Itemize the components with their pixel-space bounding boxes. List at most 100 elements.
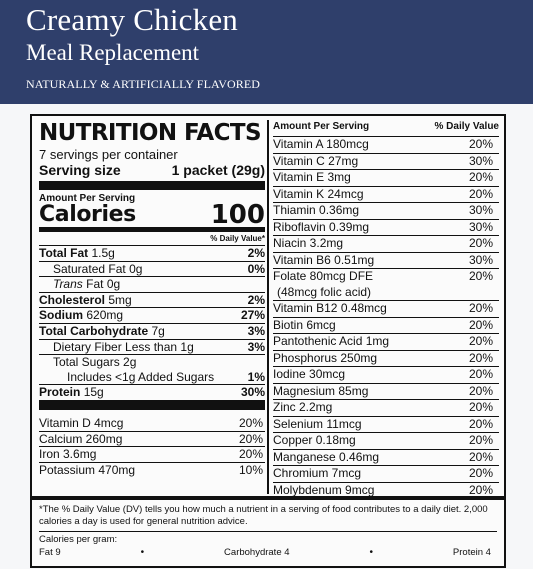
nutrient-amount: Fat 0g (86, 277, 121, 292)
micronutrient-row: Magnesium 85mg 20% (273, 383, 499, 400)
vitamin-row: Calcium 260mg 20% (39, 432, 265, 448)
micronutrient-row: Niacin 3.2mg 20% (273, 236, 499, 253)
micronutrient-pct: 30% (468, 203, 493, 217)
nutrient-row: Trans Fat 0g (39, 277, 265, 293)
vitamin-pct: 20% (238, 431, 263, 446)
micronutrient-label-group: Molybdenum 9mcg (273, 483, 374, 499)
micronutrient-label-group: Folate 80mcg DFE (48mcg folic acid) (273, 269, 373, 300)
nutrient-pct: 2% (247, 292, 265, 307)
micronutrient-row: Riboflavin 0.39mg 30% (273, 220, 499, 236)
vitamin-label: Calcium 260mg (39, 431, 123, 446)
micronutrient-pct: 20% (468, 186, 493, 201)
nutrient-label: Saturated Fat (53, 261, 126, 276)
micronutrient-pct: 20% (468, 383, 493, 398)
nutrient-amount: 7g (151, 323, 165, 338)
micronutrient-label: Chromium 7mcg (273, 466, 362, 480)
micronutrient-row: Vitamin E 3mg 20% (273, 170, 499, 187)
amount-per-serving: Amount Per Serving (39, 193, 136, 204)
calories-label: Calories (39, 202, 136, 227)
micronutrient-pct: 20% (468, 482, 493, 497)
micronutrient-label: Molybdenum 9mcg (273, 482, 375, 497)
micronutrient-pct: 20% (468, 170, 493, 184)
serving-size-value: 1 packet (29g) (171, 162, 265, 178)
micronutrient-label-group: Phosphorus 250mg (273, 351, 377, 367)
micronutrient-label-group: Vitamin B6 0.51mg (273, 253, 374, 269)
micronutrient-pct: 20% (468, 236, 493, 250)
micronutrient-label: Thiamin 0.36mg (273, 203, 360, 217)
nutrient-amount: 620mg (86, 308, 124, 323)
calories-per-gram-row: Fat 9 • Carbohydrate 4 • Protein 4 (39, 546, 497, 560)
bullet-icon: • (140, 547, 145, 558)
micronutrient-row: Vitamin B6 0.51mg 30% (273, 253, 499, 269)
nutrient-row: Total Carbohydrate 7g 3% (39, 324, 265, 340)
micronutrient-label: Biotin 6mcg (273, 317, 336, 332)
facts-right-column: Amount Per Serving % Daily Value Vitamin… (273, 120, 499, 499)
micronutrient-pct: 20% (468, 400, 493, 414)
micronutrient-label: Zinc 2.2mg (273, 400, 333, 414)
micronutrient-label-group: Manganese 0.46mg (273, 450, 379, 466)
divider-thick (39, 181, 265, 190)
right-header: Amount Per Serving % Daily Value (273, 120, 499, 137)
nutrient-label: Trans (53, 277, 83, 292)
micronutrient-label-group: Magnesium 85mg (273, 384, 368, 400)
nutrient-amount: 5mg (108, 292, 132, 307)
facts-title: NUTRITION FACTS (39, 120, 262, 146)
nutrient-row: Cholesterol 5mg 2% (39, 293, 265, 309)
daily-value-footnote: *The % Daily Value (DV) tells you how mu… (39, 504, 488, 527)
protein-calories: Protein 4 (452, 547, 491, 558)
micronutrient-label: Folate 80mcg DFE (273, 269, 374, 283)
micronutrient-row: Copper 0.18mg 20% (273, 433, 499, 450)
nutrient-amount: 15g (83, 385, 104, 400)
nutrient-pct: 30% (240, 385, 265, 400)
micronutrient-label: Vitamin B12 0.48mcg (273, 301, 387, 315)
nutrient-pct: 3% (247, 323, 265, 338)
daily-value-header: % Daily Value* (210, 234, 265, 243)
carb-calories: Carbohydrate 4 (224, 547, 290, 558)
micronutrient-label-group: Selenium 11mcg (273, 417, 362, 433)
nutrient-label: Total Sugars (53, 355, 120, 370)
nutrient-label: Cholesterol (39, 292, 106, 307)
bullet-icon: • (369, 547, 373, 558)
micronutrient-pct: 20% (468, 466, 493, 480)
micronutrient-label: Copper 0.18mg (273, 433, 356, 447)
nutrient-amount: 1g (180, 339, 194, 354)
micronutrient-label-group: Biotin 6mcg (273, 318, 336, 334)
micronutrient-label: Pantothenic Acid 1mg (273, 334, 390, 348)
micronutrient-label: Phosphorus 250mg (273, 350, 378, 365)
vitamin-label: Vitamin D 4mcg (39, 415, 124, 430)
micronutrient-label-group: Vitamin B12 0.48mcg (273, 301, 387, 317)
micronutrient-row: Vitamin A 180mcg 20% (273, 137, 499, 154)
nutrient-label: Protein (39, 385, 81, 400)
column-divider (267, 120, 269, 494)
nutrient-pct: 27% (240, 308, 265, 323)
nutrient-pct: 2% (247, 246, 265, 260)
micronutrient-label-group: Iodine 30mcg (273, 367, 345, 383)
micronutrient-label: Manganese 0.46mg (273, 449, 380, 464)
micronutrient-row: Iodine 30mcg 20% (273, 367, 499, 384)
micronutrient-row: Vitamin B12 0.48mcg 20% (273, 301, 499, 318)
footnote-section: *The % Daily Value (DV) tells you how mu… (32, 496, 504, 560)
micronutrient-pct: 20% (468, 301, 493, 315)
micronutrient-pct: 30% (468, 153, 493, 168)
nutrient-amount: 2g (123, 355, 137, 370)
micronutrient-row: Folate 80mcg DFE (48mcg folic acid) 20% (273, 269, 499, 301)
vitamin-label: Iron 3.6mg (39, 447, 97, 462)
micronutrient-row: Pantothenic Acid 1mg 20% (273, 334, 499, 351)
nutrient-pct: 1% (247, 369, 265, 384)
nutrient-row: Total Sugars 2g (39, 355, 265, 370)
facts-left-column: NUTRITION FACTS 7 servings per container… (39, 120, 265, 477)
vitamin-pct: 20% (238, 415, 263, 430)
micronutrient-label: Selenium 11mcg (273, 416, 362, 431)
micronutrient-row: Zinc 2.2mg 20% (273, 400, 499, 417)
vitamin-label: Potassium 470mg (39, 462, 136, 477)
nutrient-amount: 0g (129, 261, 143, 276)
micronutrient-list: Vitamin A 180mcg 20% Vitamin C 27mg 30% Vita… (273, 137, 499, 499)
vitamin-pct: 10% (238, 462, 263, 477)
micronutrient-pct: 20% (468, 269, 493, 283)
micronutrient-pct: 20% (468, 137, 493, 151)
micronutrient-label-group: Vitamin A 180mcg (273, 137, 369, 153)
micronutrient-pct: 20% (468, 350, 493, 365)
micronutrient-label-group: Vitamin E 3mg (273, 170, 351, 186)
nutrition-facts-panel: NUTRITION FACTS 7 servings per container… (30, 114, 506, 568)
micronutrient-row: Chromium 7mcg 20% (273, 466, 499, 483)
